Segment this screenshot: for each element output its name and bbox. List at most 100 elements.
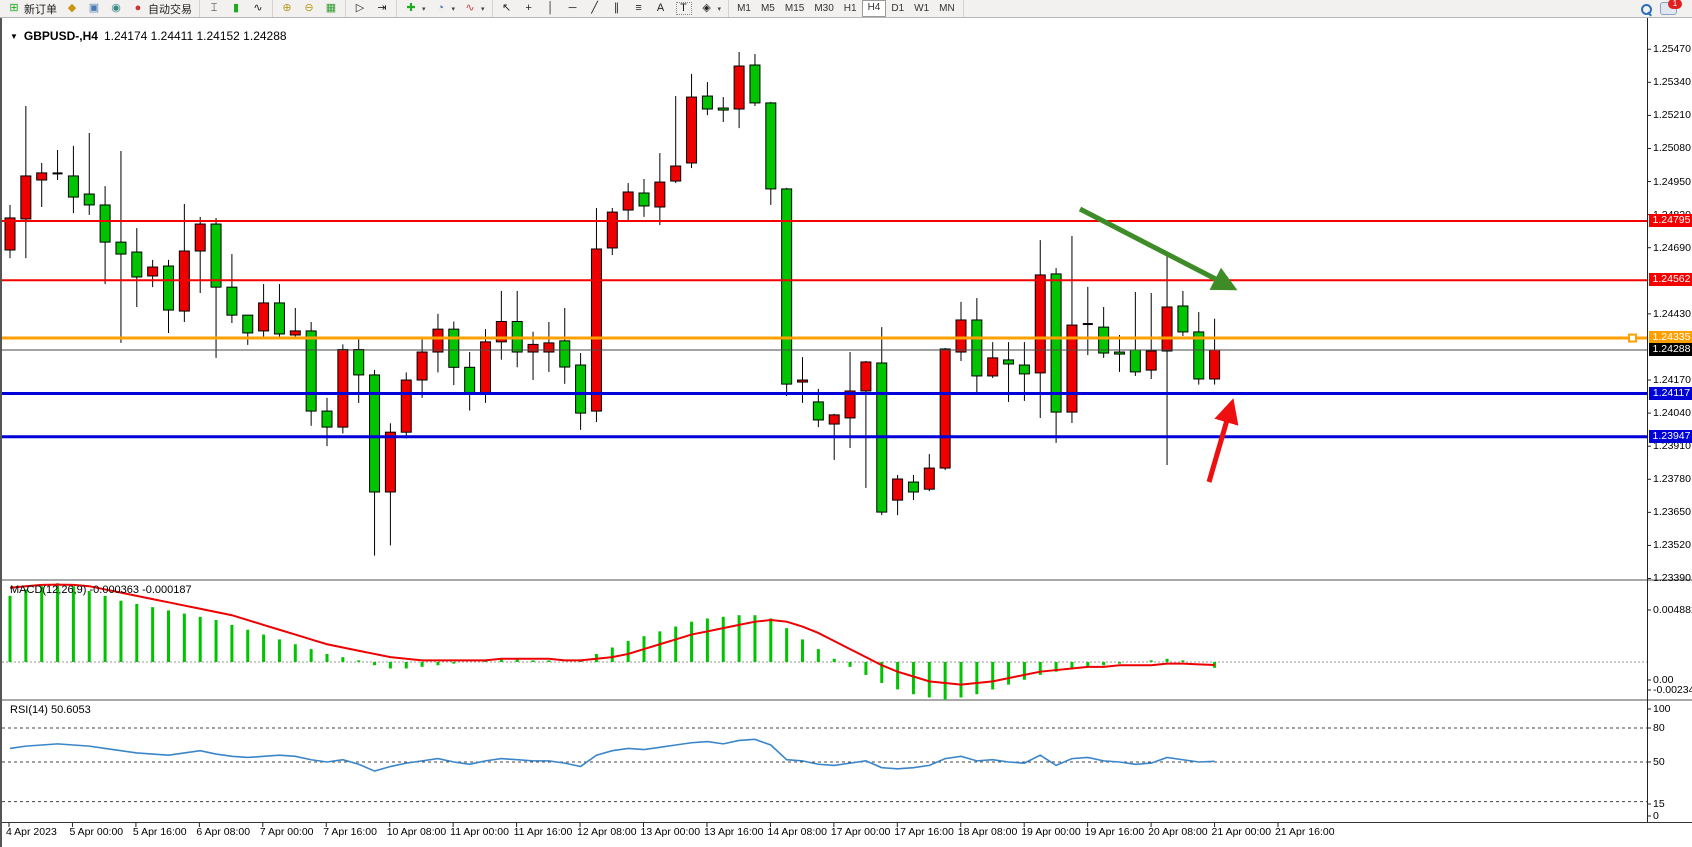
line-chart-icon: ∿: [253, 2, 263, 14]
search-icon: [1640, 3, 1652, 16]
macd-histogram: [8, 583, 1217, 700]
crosshair-button[interactable]: +: [518, 1, 540, 16]
zoom-out-button[interactable]: ⊖: [298, 1, 320, 16]
time-label: 17 Apr 16:00: [894, 826, 954, 838]
autotrading-button[interactable]: ● 自动交易: [127, 1, 196, 16]
candle-body: [305, 330, 317, 412]
price-tick: 1.25080: [1653, 142, 1691, 155]
zoom-in-button[interactable]: ⊕: [276, 1, 298, 16]
text-button[interactable]: A: [650, 1, 672, 16]
candle-body: [907, 481, 919, 493]
channel-button[interactable]: ∥: [606, 1, 628, 16]
periods-button[interactable]: ◔ ▾: [430, 1, 460, 16]
candle-body: [686, 96, 698, 164]
time-label: 11 Apr 00:00: [450, 826, 509, 838]
line-chart-button[interactable]: ∿: [247, 1, 269, 16]
chart-symbol-period: GBPUSD-,H4: [23, 29, 98, 43]
candle-body: [210, 223, 222, 288]
candle-body: [828, 414, 840, 425]
candle-body: [4, 217, 16, 251]
chart-area[interactable]: ▼ GBPUSD-,H4 1.24174 1.24411 1.24152 1.2…: [0, 18, 1692, 847]
add-indicator-button[interactable]: ✚ ▾: [400, 1, 430, 16]
candle-body: [1066, 324, 1078, 413]
uptrend-arrow[interactable]: [1206, 398, 1239, 483]
time-label: 7 Apr 00:00: [259, 826, 314, 838]
trendline-icon: ╱: [591, 2, 598, 14]
caret-down-icon: ▾: [717, 5, 722, 13]
candle-body: [812, 401, 824, 421]
tile-windows-button[interactable]: ▦: [320, 1, 342, 16]
time-label: 5 Apr 00:00: [69, 826, 124, 838]
price-badge: 1.24795: [1649, 213, 1692, 227]
horizontal-line-button[interactable]: ─: [562, 1, 584, 16]
timeframe-d1[interactable]: D1: [891, 3, 905, 14]
timeframe-h1[interactable]: H1: [843, 3, 857, 14]
candle-body: [860, 361, 872, 392]
price-tick: 1.24430: [1653, 307, 1691, 320]
trendline-button[interactable]: ╱: [584, 1, 606, 16]
timeframe-m30[interactable]: M30: [814, 3, 834, 14]
price-tick: 1.24950: [1653, 175, 1691, 188]
price-tick: 1.24040: [1653, 407, 1691, 420]
timeframe-m15[interactable]: M15: [784, 3, 805, 14]
market-watch-button[interactable]: ▣: [83, 1, 105, 16]
bar-chart-button[interactable]: ⌶: [203, 1, 225, 16]
candle-body: [733, 65, 745, 110]
candle-body: [273, 302, 285, 335]
price-tick: 1.24170: [1653, 374, 1691, 387]
candlestick-icon: ▮: [232, 2, 240, 14]
history-center-button[interactable]: ◆: [61, 1, 83, 16]
price-badge: 1.24117: [1649, 386, 1692, 400]
candle-body: [99, 204, 111, 243]
candle-body: [495, 321, 507, 343]
time-label: 12 Apr 08:00: [577, 826, 637, 838]
indicator-group: ✚ ▾ ◔ ▾ ∿ ▾: [397, 0, 493, 17]
macd-pane-separator: [2, 579, 1692, 581]
horizontal-line-icon: ─: [568, 2, 577, 14]
zoom-out-icon: ⊖: [304, 2, 314, 14]
candle-body: [258, 302, 270, 332]
price-tick: 1.25340: [1653, 76, 1691, 89]
rsi-value: 50.6053: [50, 704, 91, 716]
scroll-group: ▷ ⇥: [346, 0, 397, 17]
candle-body: [939, 348, 951, 469]
candle-body: [844, 390, 856, 419]
notifications-button[interactable]: 1: [1656, 0, 1682, 16]
candle-body: [717, 107, 729, 111]
candlestick-button[interactable]: ▮: [225, 1, 247, 16]
candle-body: [749, 64, 761, 104]
time-label: 17 Apr 00:00: [830, 826, 891, 838]
candle-body: [1177, 305, 1189, 333]
fibonacci-button[interactable]: ≡: [628, 1, 650, 16]
broadcast-button[interactable]: ◉: [105, 1, 127, 16]
candle-body: [622, 191, 634, 211]
auto-scroll-button[interactable]: ▷: [349, 1, 371, 16]
fibonacci-icon: ≡: [635, 2, 642, 14]
add-indicator-icon: ✚: [406, 2, 416, 14]
downtrend-arrow[interactable]: [1078, 206, 1238, 291]
timeframe-m5[interactable]: M5: [760, 3, 775, 14]
candle-body: [575, 364, 587, 414]
macd-signal-line: [9, 583, 1215, 686]
timeframe-m1[interactable]: M1: [737, 3, 751, 14]
candle-body: [242, 314, 254, 334]
cursor-button[interactable]: ↖: [496, 1, 518, 16]
new-order-button[interactable]: ⊞ 新订单: [3, 1, 61, 16]
chart-canvas[interactable]: [2, 18, 1692, 847]
text-label-button[interactable]: T: [672, 1, 696, 16]
chart-shift-button[interactable]: ⇥: [371, 1, 393, 16]
timeframe-h4[interactable]: H4: [861, 0, 887, 17]
price-badge: 1.24335: [1649, 331, 1692, 345]
chart-menu-icon[interactable]: ▼: [10, 31, 18, 41]
timeframe-w1[interactable]: W1: [914, 3, 930, 14]
timeframe-mn[interactable]: MN: [939, 3, 955, 14]
candle-body: [1209, 349, 1221, 380]
templates-button[interactable]: ∿ ▾: [459, 1, 489, 16]
hline-handle[interactable]: [1628, 333, 1637, 343]
vertical-line-button[interactable]: │: [540, 1, 562, 16]
price-tick: 1.23520: [1653, 539, 1691, 552]
macd-label: MACD(12,26,9) -0.000363 -0.000187: [10, 584, 192, 596]
search-button[interactable]: [1636, 1, 1656, 16]
shapes-button[interactable]: ◈ ▾: [696, 1, 726, 16]
price-badge: 1.23947: [1649, 429, 1692, 443]
